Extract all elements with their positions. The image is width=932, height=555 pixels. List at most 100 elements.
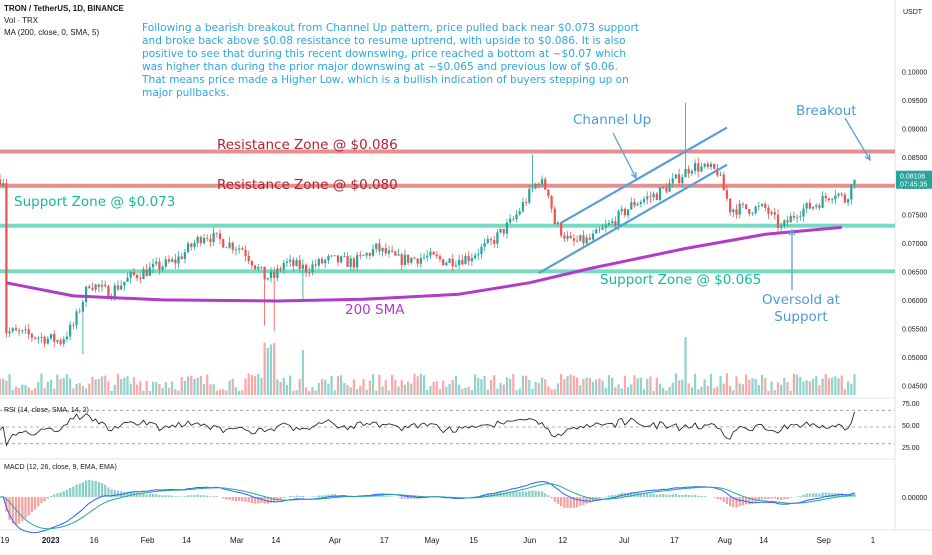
ma-indicator-label[interactable]: MA (200, close, 0, SMA, 5) (4, 28, 99, 37)
channel-upper-line (561, 128, 727, 223)
macd-histogram-bar (18, 497, 20, 524)
candle-body (474, 255, 476, 258)
x-tick-label: Aug (718, 536, 732, 545)
candle-body (793, 216, 795, 218)
candle-body (362, 255, 364, 256)
price-tick-label: 0.09500 (902, 98, 927, 105)
volume-bar (248, 374, 250, 395)
volume-bar (289, 376, 291, 395)
candle-body (630, 202, 632, 209)
macd-histogram-bar (812, 493, 814, 497)
macd-histogram-bar (653, 494, 655, 497)
volume-bar (417, 376, 419, 395)
candle-body (429, 252, 431, 256)
candle-body (375, 243, 377, 249)
volume-bar (541, 378, 543, 395)
macd-histogram-bar (605, 496, 607, 497)
macd-histogram-bar (662, 494, 664, 497)
volume-bar (283, 378, 285, 395)
volume-bar (219, 390, 221, 395)
volume-bar (758, 385, 760, 395)
volume-bar (700, 387, 702, 395)
volume-bar (751, 378, 753, 395)
macd-histogram-bar (235, 497, 237, 501)
macd-histogram-bar (684, 495, 686, 497)
macd-histogram-bar (515, 492, 517, 497)
candle-body (557, 223, 559, 224)
candle-body (305, 265, 307, 272)
volume-bar (82, 386, 84, 395)
volume-bar (244, 379, 246, 395)
macd-tick-label: 0.00000 (902, 495, 927, 502)
candle-body (152, 264, 154, 268)
candle-body (8, 331, 10, 333)
macd-histogram-bar (401, 497, 403, 499)
volume-bar (825, 374, 827, 395)
zone-line (0, 150, 895, 154)
volume-bar (394, 380, 396, 395)
macd-histogram-bar (694, 495, 696, 497)
volume-bar (560, 374, 562, 395)
volume-bar (136, 385, 138, 395)
candle-body (592, 234, 594, 240)
candle-body (295, 260, 297, 266)
candle-body (69, 325, 71, 337)
volume-bar (200, 376, 202, 395)
volume-bar (627, 387, 629, 395)
volume-bar (821, 379, 823, 395)
candle-body (401, 254, 403, 265)
volume-bar (742, 384, 744, 395)
volume-bar (158, 384, 160, 395)
candle-body (684, 169, 686, 177)
volume-bar (133, 377, 135, 395)
volume-bar (110, 391, 112, 395)
volume-bar (535, 382, 537, 395)
macd-histogram-bar (611, 495, 613, 497)
volume-bar (50, 380, 52, 395)
volume-bar (802, 382, 804, 395)
volume-bar (509, 379, 511, 395)
candle-body (311, 264, 313, 272)
candle-body (672, 178, 674, 183)
candle-body (464, 256, 466, 264)
macd-histogram-bar (407, 497, 409, 499)
volume-bar (493, 375, 495, 395)
volume-bar (643, 389, 645, 395)
price-tick-label: 0.08500 (902, 155, 927, 162)
volume-bar (735, 376, 737, 395)
macd-histogram-bar (161, 495, 163, 497)
macd-histogram-bar (697, 496, 699, 497)
candle-body (601, 228, 603, 230)
candle-body (780, 226, 782, 228)
candle-body (653, 194, 655, 198)
volume-bar (490, 380, 492, 395)
candle-body (37, 338, 39, 339)
volume-bar (350, 387, 352, 395)
zone-line (0, 184, 895, 188)
candle-body (732, 209, 734, 212)
candle-body (656, 194, 658, 200)
macd-histogram-bar (815, 493, 817, 497)
candle-body (535, 184, 537, 188)
candle-body (330, 256, 332, 257)
volume-bar (436, 381, 438, 395)
candle-body (302, 265, 304, 269)
candle-body (614, 221, 616, 226)
volume-bar (420, 374, 422, 395)
volume-indicator-label[interactable]: Vol · TRX (4, 16, 38, 25)
candle-body (688, 169, 690, 174)
volume-bar (238, 391, 240, 395)
rsi-tick-label: 75.00 (902, 401, 920, 408)
candle-body (279, 269, 281, 270)
candle-body (802, 209, 804, 217)
x-tick-label: Jul (619, 536, 629, 545)
macd-histogram-bar (158, 495, 160, 497)
candle-body (228, 243, 230, 248)
candle-body (710, 164, 712, 167)
candle-body (34, 337, 36, 338)
volume-bar (464, 388, 466, 395)
candle-body (114, 285, 116, 297)
candle-body (104, 285, 106, 286)
macd-histogram-bar (142, 494, 144, 497)
macd-histogram-bar (535, 491, 537, 497)
